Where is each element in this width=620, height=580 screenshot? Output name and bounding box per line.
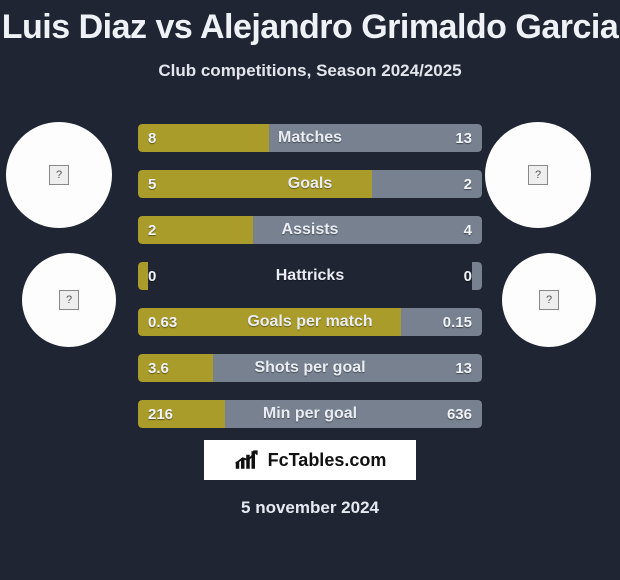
- stat-bar-right: [269, 124, 482, 152]
- stat-bar-right: [401, 308, 482, 336]
- comparison-card: Luis Diaz vs Alejandro Grimaldo Garcia C…: [0, 0, 620, 580]
- stat-bar-right: [253, 216, 482, 244]
- stat-bar-right: [213, 354, 482, 382]
- placeholder-icon: ?: [528, 165, 548, 185]
- stat-row: Matches813: [138, 124, 482, 152]
- page-subtitle: Club competitions, Season 2024/2025: [0, 61, 620, 81]
- club-right-logo: ?: [502, 253, 596, 347]
- stat-bar-right: [372, 170, 482, 198]
- stat-row: Goals per match0.630.15: [138, 308, 482, 336]
- stat-bar-left: [138, 170, 372, 198]
- page-title: Luis Diaz vs Alejandro Grimaldo Garcia: [0, 0, 620, 47]
- stat-bar-left: [138, 308, 401, 336]
- stat-bar-right: [225, 400, 482, 428]
- player-right-avatar: ?: [485, 122, 591, 228]
- stat-value-right: 0: [464, 262, 472, 290]
- stat-bar-left: [138, 262, 148, 290]
- stat-row: Goals52: [138, 170, 482, 198]
- stat-bar-left: [138, 400, 225, 428]
- stat-row: Assists24: [138, 216, 482, 244]
- stat-row: Min per goal216636: [138, 400, 482, 428]
- placeholder-icon: ?: [49, 165, 69, 185]
- stat-bar-left: [138, 354, 213, 382]
- stat-row: Shots per goal3.613: [138, 354, 482, 382]
- watermark-text: FcTables.com: [268, 450, 387, 471]
- stat-value-left: 0: [148, 262, 156, 290]
- generated-date: 5 november 2024: [0, 498, 620, 518]
- stat-bars: Matches813 Goals52 Assists24 Hattricks0 0 Goa…: [138, 124, 482, 446]
- player-left-avatar: ?: [6, 122, 112, 228]
- club-left-logo: ?: [22, 253, 116, 347]
- stat-row: Hattricks0 0: [138, 262, 482, 290]
- placeholder-icon: ?: [59, 290, 79, 310]
- placeholder-icon: ?: [539, 290, 559, 310]
- stat-bar-right: [472, 262, 482, 290]
- stat-bar-left: [138, 124, 269, 152]
- watermark-badge: FcTables.com: [204, 440, 416, 480]
- chart-growth-icon: [234, 449, 262, 471]
- stat-label: Hattricks: [138, 262, 482, 290]
- stat-bar-left: [138, 216, 253, 244]
